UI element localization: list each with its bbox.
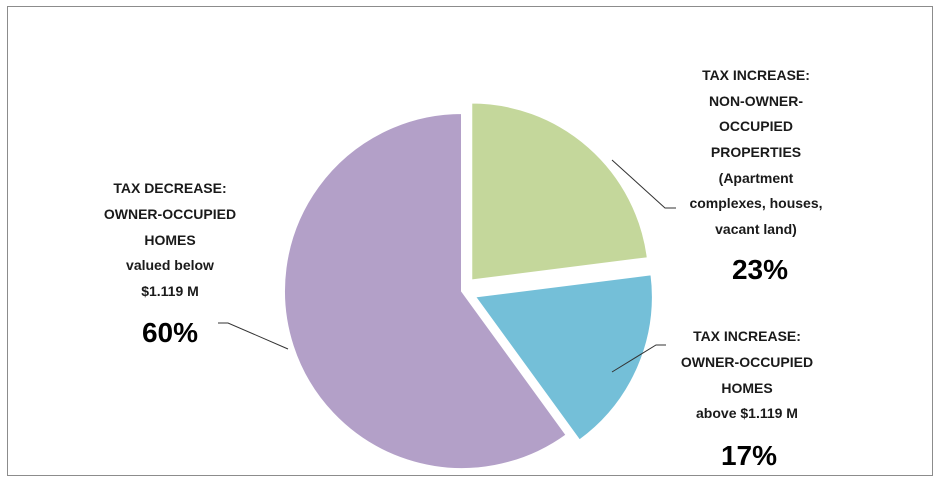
label-line: OCCUPIED xyxy=(719,118,793,134)
leader-line xyxy=(611,159,676,209)
label-line: $1.119 M xyxy=(141,283,199,299)
label-line: valued below xyxy=(126,257,214,273)
label-line: HOMES xyxy=(721,380,772,396)
label-line: HOMES xyxy=(144,232,195,248)
percent-label: 17% xyxy=(721,440,777,471)
label-line: TAX DECREASE: xyxy=(113,180,226,196)
label-owner-occupied-below: TAX DECREASE: OWNER-OCCUPIED HOMES value… xyxy=(104,180,236,348)
label-line: complexes, houses, xyxy=(689,195,822,211)
label-line: TAX INCREASE: xyxy=(702,67,810,83)
slice-owner-occupied-below xyxy=(283,111,569,470)
leader-line xyxy=(218,322,289,350)
slice-owner-occupied-above xyxy=(473,273,654,442)
pie-slices xyxy=(283,101,654,470)
slice-non-owner-occupied xyxy=(470,101,649,282)
label-line: OWNER-OCCUPIED xyxy=(681,354,813,370)
leader-lines xyxy=(218,159,676,373)
percent-label: 60% xyxy=(142,317,198,348)
label-line: above $1.119 M xyxy=(696,405,798,421)
percent-label: 23% xyxy=(732,254,788,285)
label-line: OWNER-OCCUPIED xyxy=(104,206,236,222)
label-line: TAX INCREASE: xyxy=(693,328,801,344)
label-line: (Apartment xyxy=(719,170,794,186)
label-line: PROPERTIES xyxy=(711,144,801,160)
label-line: NON-OWNER- xyxy=(709,93,803,109)
label-owner-occupied-above: TAX INCREASE: OWNER-OCCUPIED HOMES above… xyxy=(681,328,813,471)
leader-line xyxy=(611,344,666,373)
label-non-owner-occupied: TAX INCREASE: NON-OWNER- OCCUPIED PROPER… xyxy=(689,67,822,285)
label-line: vacant land) xyxy=(715,221,797,237)
